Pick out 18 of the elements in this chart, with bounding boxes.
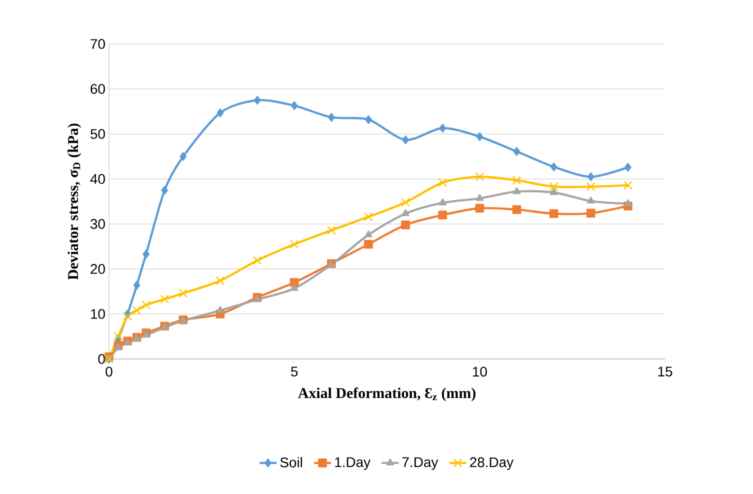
legend-label: 7.Day — [402, 457, 438, 470]
y-tick-label: 30 — [90, 219, 105, 229]
y-tick-label: 70 — [90, 39, 105, 49]
x-tick-label: 5 — [291, 366, 298, 376]
x-tick-label: 15 — [658, 366, 672, 376]
y-tick-label: 10 — [91, 309, 105, 319]
y-tick-label: 0 — [98, 354, 105, 364]
y-axis-title: Deviator stress, σ$_{D}$ (kPa) — [68, 124, 82, 280]
y-tick-label: 50 — [90, 129, 105, 139]
legend-label: 28.Day — [470, 457, 514, 470]
legend-label: Soil — [280, 457, 302, 468]
y-tick-label: 60 — [90, 84, 105, 94]
x-axis-title: Axial Deformation, Ɛ$_{z}$ (mm) — [298, 387, 476, 402]
x-tick-label: 10 — [472, 366, 487, 377]
legend-label: 1.Day — [335, 457, 371, 470]
x-tick-label: 0 — [106, 366, 112, 377]
y-tick-label: 20 — [90, 264, 105, 274]
y-tick-label: 40 — [90, 174, 105, 184]
